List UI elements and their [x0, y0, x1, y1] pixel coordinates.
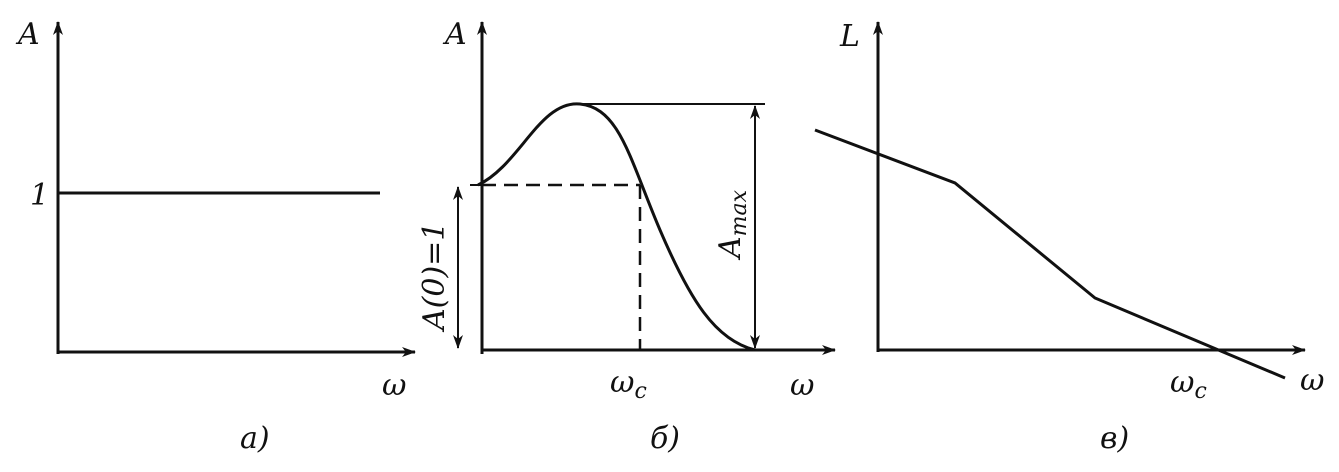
cutoff-base: ω [1170, 365, 1194, 400]
level-label: 1 [30, 178, 49, 213]
asymptote-line [814, 128, 1286, 380]
cutoff-label: ωc [1170, 365, 1207, 404]
level-label: A(0)=1 [417, 222, 452, 333]
caption: б) [650, 421, 680, 456]
axis-label: ω [790, 368, 814, 403]
peak-base: A [713, 236, 748, 261]
axis-label: L [839, 19, 860, 54]
peak-label: Amax [713, 189, 752, 261]
response-curve [477, 102, 756, 352]
axis-label: A [442, 17, 467, 52]
axis-label: ω [382, 368, 406, 403]
caption: в) [1100, 421, 1129, 456]
cutoff-label: ωc [610, 365, 647, 404]
axis-label: A [15, 17, 40, 52]
axis-label: ω [1300, 363, 1324, 398]
cutoff-sub: c [634, 379, 646, 404]
cutoff-sub: c [1194, 379, 1206, 404]
cutoff-base: ω [610, 365, 634, 400]
panel-c: L ωc ω в) [814, 19, 1324, 456]
panel-b: A A(0)=1 Amax ωc ω б) [417, 17, 836, 456]
panel-a: A 1 ω а) [15, 17, 416, 456]
caption: а) [240, 421, 270, 456]
peak-sub: max [727, 189, 752, 236]
